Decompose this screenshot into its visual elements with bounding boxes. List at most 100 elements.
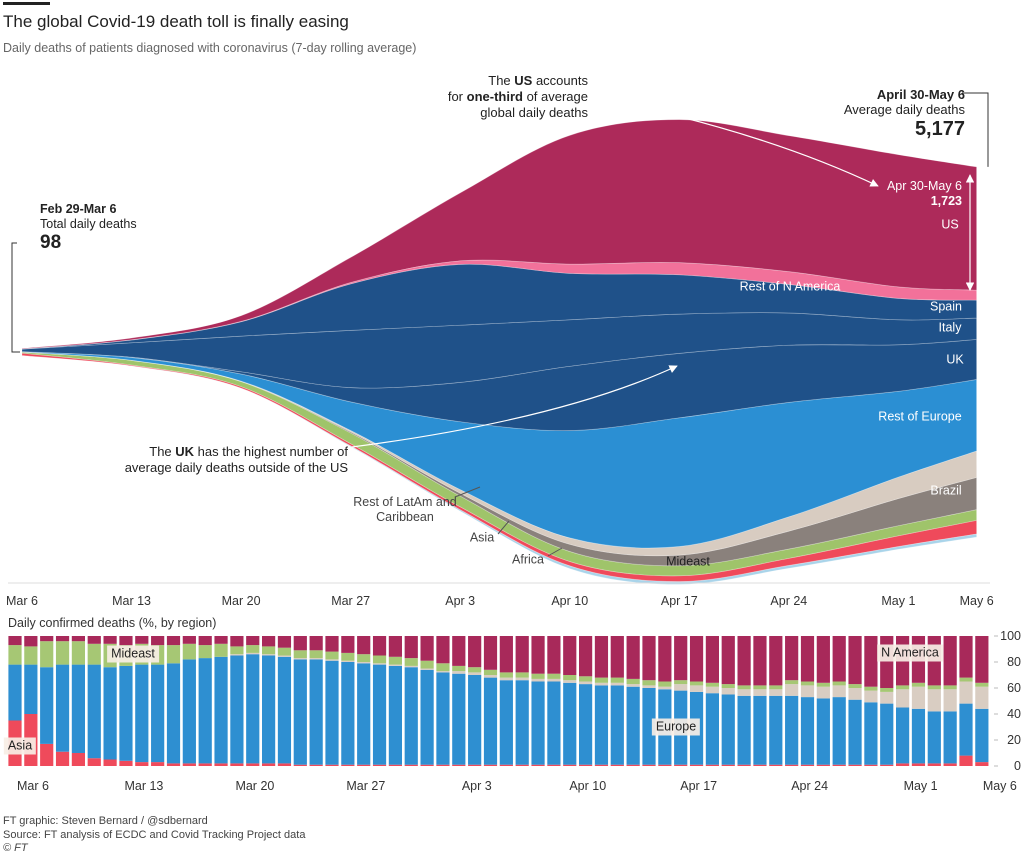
bar-segment xyxy=(182,643,196,660)
bar-segment xyxy=(230,655,244,764)
bar-segment xyxy=(642,764,656,766)
bar-segment xyxy=(785,684,799,696)
bar-segment xyxy=(468,636,482,668)
bar-segment xyxy=(55,664,70,752)
series-label-text: Rest of N America xyxy=(739,279,841,294)
x-tick-label: May 1 xyxy=(904,779,938,793)
bar-segment xyxy=(594,682,609,686)
bar-segment xyxy=(246,636,260,646)
bar-segment xyxy=(341,662,355,765)
bar-segment xyxy=(277,656,292,764)
bar-segment xyxy=(626,636,640,679)
note-line: The UK has the highest number of xyxy=(125,444,348,460)
bar-segment xyxy=(943,685,957,690)
bar-segment xyxy=(737,689,751,696)
bar-segment xyxy=(420,668,434,670)
series-label-text: Asia xyxy=(469,530,495,545)
line: Feb 29-Mar 6 xyxy=(40,202,137,217)
bar-segment xyxy=(959,755,973,766)
end-annotation: April 30-May 6 Average daily deaths 5,177 xyxy=(844,87,965,142)
bar-segment xyxy=(515,677,529,681)
bar-segment xyxy=(769,685,783,690)
bar-segment xyxy=(214,656,228,764)
leader-line xyxy=(497,520,510,535)
bar-segment xyxy=(626,764,640,766)
bar-segment xyxy=(880,691,894,704)
note-line: The US accounts xyxy=(448,73,588,89)
line: Average daily deaths xyxy=(844,102,965,117)
bar-segment xyxy=(357,663,371,765)
bar-segment xyxy=(769,695,783,765)
bar-segment xyxy=(753,764,767,766)
bar-segment xyxy=(626,684,640,687)
bar-segment xyxy=(816,682,830,687)
bar-segment xyxy=(880,688,894,692)
start-value: 98 xyxy=(40,232,62,253)
bar-segment xyxy=(452,673,466,765)
bar-segment xyxy=(40,636,54,642)
x-tick-label: Mar 6 xyxy=(17,779,49,793)
bar-segment xyxy=(959,681,973,704)
note-text: average daily deaths outside of the US xyxy=(124,460,348,475)
bar-segment xyxy=(198,636,212,646)
bar-segment xyxy=(816,686,830,699)
bar-segment xyxy=(626,678,640,685)
bar-segment xyxy=(277,647,292,656)
bar-segment xyxy=(262,655,276,764)
bar-segment xyxy=(816,698,830,765)
series-label: Rest of LatAm and Caribbean xyxy=(350,495,460,525)
bar-segment xyxy=(705,682,719,687)
bar-segment xyxy=(230,646,244,655)
bar-segment xyxy=(246,652,260,655)
bar-segment xyxy=(785,764,799,766)
y-tick-label: 60 xyxy=(1007,681,1021,695)
bar-segment xyxy=(436,663,450,672)
bar-segment xyxy=(674,764,688,766)
bar-segment xyxy=(848,764,862,766)
bar-segment xyxy=(610,636,624,678)
note-text: one-third xyxy=(466,89,523,104)
bar-segment xyxy=(103,759,117,766)
bar-segment xyxy=(959,677,973,682)
bar-segment xyxy=(642,685,656,688)
bar-segment xyxy=(721,684,735,688)
bar-segment xyxy=(737,685,751,690)
bar-segment xyxy=(943,689,957,712)
note-line: global daily deaths xyxy=(448,105,588,121)
bar-segment xyxy=(721,694,735,765)
stream-area xyxy=(21,355,978,585)
bar-segment xyxy=(436,671,450,673)
note: The US accounts for one-third of average g… xyxy=(448,73,588,121)
bar-segment xyxy=(420,669,434,765)
bar-segment xyxy=(531,681,545,765)
bar-segment xyxy=(71,753,85,766)
bar-segment xyxy=(499,672,513,678)
line: 98 xyxy=(40,232,137,254)
y-tick-label: 0 xyxy=(1014,759,1021,773)
x-tick-label: Mar 27 xyxy=(331,594,370,608)
bar-segment xyxy=(198,645,212,659)
bar-segment xyxy=(341,660,355,662)
bar-segment xyxy=(911,686,926,709)
x-tick-label: Apr 17 xyxy=(680,779,717,793)
bar-segment xyxy=(404,667,418,765)
series-label-text: Mideast xyxy=(666,554,710,569)
bar-segment xyxy=(753,689,767,696)
bar-segment xyxy=(927,685,941,690)
credit: FT graphic: Steven Bernard / @sdbernard xyxy=(3,815,208,827)
title-rule xyxy=(3,2,50,5)
bar-segment xyxy=(769,764,783,766)
bar-segment xyxy=(975,686,989,709)
bar-segment xyxy=(689,764,704,766)
bar-segment xyxy=(737,764,751,766)
bar-segment xyxy=(325,651,339,660)
bar-segment xyxy=(848,699,862,765)
bar-segment xyxy=(515,672,529,678)
bar-segment xyxy=(785,695,799,765)
bar-segment xyxy=(579,681,593,685)
bar-segment xyxy=(198,658,212,764)
bar-segment xyxy=(8,664,22,721)
bar-segment xyxy=(214,763,228,766)
